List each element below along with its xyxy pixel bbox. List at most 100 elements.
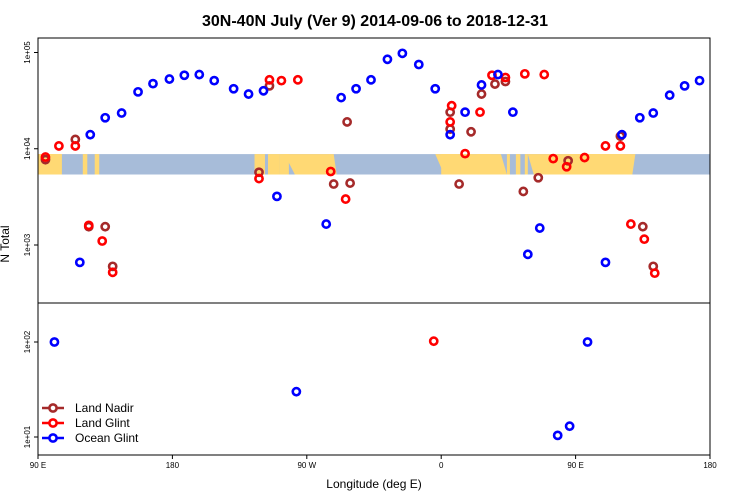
point-land-glint [292,74,303,85]
point-ocean-glint [600,257,611,268]
point-ocean-glint [272,191,282,202]
point-land-glint [625,219,636,229]
point-land-nadir [466,126,476,137]
point-ocean-glint [507,107,518,118]
point-land-nadir [637,221,648,232]
point-land-nadir [454,179,465,189]
legend-label-ocean-glint: Ocean Glint [75,431,139,445]
point-land-glint [539,69,550,80]
point-ocean-glint [616,129,627,140]
land-segment [506,154,510,175]
point-land-glint [54,141,64,151]
plot-border [37,37,711,456]
point-ocean-glint [351,83,361,94]
point-land-glint [446,100,457,111]
point-ocean-glint [664,90,675,101]
point-ocean-glint [49,337,60,347]
point-land-glint [340,194,351,204]
land-north-america [284,154,337,175]
data-points [40,48,705,441]
point-ocean-glint [336,92,347,103]
y-tick-label: 1e+04 [23,137,32,160]
point-ocean-glint [74,257,85,268]
point-land-glint [548,153,559,164]
point-ocean-glint [258,85,269,96]
point-ocean-glint [100,112,111,123]
land-segment [267,154,280,175]
point-ocean-glint [493,69,503,80]
point-ocean-glint [321,219,332,229]
point-ocean-glint [679,80,690,91]
point-land-glint [639,234,650,245]
x-tick-label: 180 [166,461,180,470]
point-land-glint [325,166,336,177]
point-ocean-glint [460,107,470,118]
x-tick-label: 180 [703,461,717,470]
point-land-nadir [342,117,353,127]
point-ocean-glint [382,54,393,65]
point-ocean-glint [522,249,533,260]
y-tick-label: 1e+05 [23,41,32,64]
point-ocean-glint [179,70,190,81]
y-tick-label: 1e+03 [23,233,32,256]
point-ocean-glint [116,108,127,118]
legend-marker-land-nadir [48,403,58,413]
point-land-nadir [476,89,487,99]
x-tick-label: 90 E [567,461,583,470]
point-land-glint [70,141,81,151]
point-ocean-glint [634,112,645,123]
point-land-nadir [500,76,511,87]
point-ocean-glint [648,108,659,118]
point-ocean-glint [564,421,575,432]
point-land-glint [445,117,456,127]
land-segment [254,154,265,175]
point-land-glint [615,141,626,151]
x-axis-ticks: 90 E 180 90 W 0 90 E 180 [30,455,717,470]
y-axis-label: N Total [0,225,12,262]
x-tick-label: 90 E [30,461,46,470]
land-segment [82,154,88,175]
point-ocean-glint [164,74,175,84]
point-land-glint [428,336,439,347]
point-land-nadir [490,79,500,89]
chart-title: 30N-40N July (Ver 9) 2014-09-06 to 2018-… [202,13,548,30]
point-ocean-glint [85,129,96,140]
point-ocean-glint [534,223,545,233]
point-land-glint [40,152,51,162]
point-ocean-glint [397,48,408,59]
point-ocean-glint [291,386,302,397]
point-land-glint [97,236,108,246]
legend-label-land-nadir: Land Nadir [75,401,134,415]
point-land-glint [107,267,118,278]
point-ocean-glint [133,86,143,97]
y-tick-label: 1e+02 [23,330,32,353]
point-ocean-glint [413,59,424,70]
land-asia [527,154,636,175]
point-ocean-glint [445,129,456,140]
land-ocean-band [38,154,710,175]
legend-label-land-glint: Land Glint [75,416,130,430]
point-land-glint [83,220,94,231]
y-tick-label: 1e+01 [23,425,32,448]
point-land-nadir [100,221,111,232]
x-tick-label: 90 W [297,461,316,470]
legend-marker-land-glint [48,418,58,428]
point-ocean-glint [552,430,563,441]
point-ocean-glint [228,83,239,94]
legend-marker-ocean-glint [48,433,58,443]
point-land-glint [254,173,264,184]
point-land-glint [579,152,590,163]
point-land-glint [600,141,611,151]
point-land-nadir [328,179,339,189]
x-tick-label: 0 [439,461,444,470]
point-land-glint [276,75,287,86]
point-ocean-glint [148,78,158,89]
point-ocean-glint [194,69,205,80]
land-segment [94,154,100,175]
point-land-glint [460,148,470,159]
land-segment [515,154,521,175]
point-ocean-glint [366,74,376,85]
point-land-glint [561,161,572,172]
point-ocean-glint [430,83,441,94]
